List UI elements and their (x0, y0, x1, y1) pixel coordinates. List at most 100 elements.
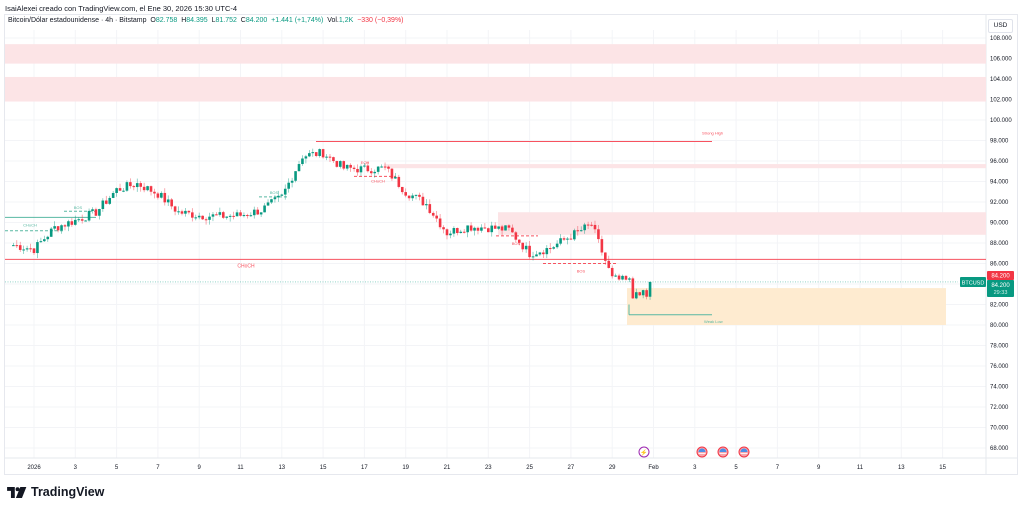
candle-up (49, 228, 53, 237)
countdown-text: 29:33 (994, 290, 1008, 296)
bos-label: BOS (270, 190, 279, 195)
candle-down (607, 260, 611, 268)
candle-up (497, 226, 500, 229)
candle-up (363, 165, 366, 167)
candle-down (645, 290, 648, 297)
time-axis-label: 21 (444, 465, 451, 471)
candle-down (390, 168, 394, 179)
symbol-tag (960, 276, 986, 287)
candle-down (407, 195, 411, 199)
candle-up (77, 219, 81, 221)
chart-frame (4, 14, 1018, 475)
price-axis-label: 80.000 (990, 323, 1009, 329)
candle-up (277, 195, 280, 198)
candle-down (483, 227, 487, 229)
price-axis-label: 90.000 (990, 221, 1009, 227)
time-axis-label: 15 (939, 465, 946, 471)
price-axis-label: 92.000 (990, 200, 1009, 206)
flag-canton (698, 448, 706, 452)
candle-down (593, 224, 597, 230)
price-axis-label: 70.000 (990, 426, 1009, 432)
high-label: H (181, 17, 187, 24)
candle-up (225, 216, 229, 218)
candle-up (449, 233, 452, 236)
candle-up (524, 245, 528, 250)
candle-down (418, 194, 421, 197)
candle-up (297, 164, 301, 172)
candle-up (380, 166, 383, 168)
candle-down (487, 228, 490, 233)
candle-down (32, 248, 36, 254)
candle-down (631, 278, 635, 299)
time-axis-label: 27 (568, 465, 575, 471)
time-axis-label: 3 (74, 465, 78, 471)
choch-label: CHoCH (237, 263, 255, 269)
candle-down (493, 225, 497, 229)
candle-down (239, 212, 242, 216)
time-axis-label: 19 (402, 465, 409, 471)
price-axis-label: 108.000 (990, 36, 1012, 42)
time-axis-label: 25 (526, 465, 533, 471)
candle-up (280, 194, 284, 196)
candle-up (345, 164, 349, 169)
candle-up (91, 209, 94, 211)
candle-down (562, 238, 566, 240)
time-axis-label: 2026 (27, 465, 41, 471)
candle-down (170, 199, 173, 207)
candle-down (638, 292, 642, 296)
candle-up (197, 215, 201, 218)
candle-down (191, 212, 194, 218)
time-axis-label: 11 (237, 465, 244, 471)
price-axis-label: 88.000 (990, 241, 1009, 247)
candle-down (232, 215, 235, 217)
bos-label: BOS (577, 269, 586, 274)
candle-down (118, 188, 122, 191)
candle-up (325, 156, 328, 158)
candle-down (397, 176, 401, 187)
candle-up (263, 205, 266, 213)
price-axis-label: 106.000 (990, 57, 1012, 63)
candle-up (115, 188, 118, 193)
candle-down (342, 161, 346, 169)
candle-down (586, 224, 590, 226)
candle-up (283, 188, 287, 195)
price-axis-label: 86.000 (990, 262, 1009, 268)
time-axis-label: 3 (693, 465, 697, 471)
lightning-event-icon[interactable] (638, 446, 650, 458)
supply-zone (5, 76, 986, 102)
candle-up (111, 192, 115, 198)
candle-up (228, 215, 232, 217)
candle-up (301, 158, 304, 165)
candle-up (122, 190, 125, 192)
candle-up (504, 225, 507, 231)
candle-up (545, 248, 549, 255)
price-axis-label: 68.000 (990, 446, 1009, 452)
flag-canton (740, 448, 748, 452)
candle-up (566, 238, 569, 240)
candle-down (321, 149, 325, 158)
candle-down (366, 165, 370, 172)
candle-up (359, 166, 363, 173)
low-value: 81.752 (215, 17, 237, 24)
candle-down (139, 183, 142, 187)
candle-down (56, 226, 60, 231)
candle-up (308, 153, 311, 157)
candle-up (394, 176, 397, 179)
candle-down (221, 212, 225, 218)
time-axis-label: 9 (817, 465, 821, 471)
candle-up (614, 275, 617, 277)
candle-up (252, 209, 256, 216)
currency-selector[interactable]: USD (988, 19, 1013, 33)
symbol-legend: Bitcoin/Dólar estadounidense · 4h · Bits… (8, 17, 404, 24)
candle-down (569, 238, 573, 240)
last-price-tag-green (987, 279, 1014, 297)
candle-up (135, 183, 139, 188)
time-axis-label: 5 (734, 465, 738, 471)
candle-up (166, 199, 170, 203)
lightning-glyph: ⚡ (640, 449, 647, 457)
candle-up (67, 221, 70, 227)
candle-down (29, 248, 32, 250)
demand-zone (627, 288, 946, 325)
last-price-red-text: 84.200 (991, 273, 1010, 279)
